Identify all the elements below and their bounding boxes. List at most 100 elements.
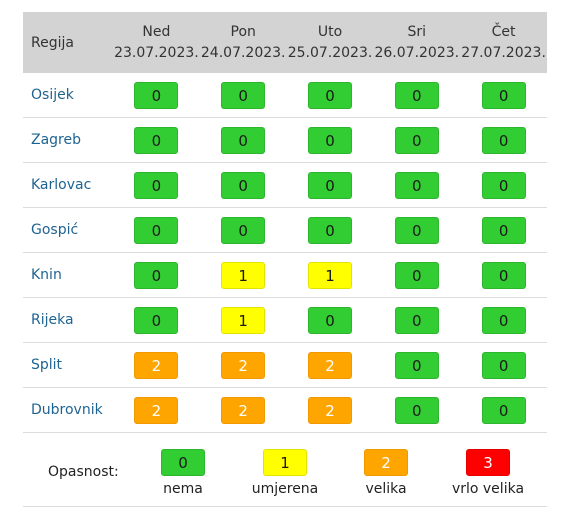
danger-cell: 2 <box>113 342 200 388</box>
day-name: Čet <box>491 23 516 40</box>
danger-cell: 0 <box>460 73 547 118</box>
day-name: Sri <box>407 23 427 40</box>
region-link[interactable]: Split <box>23 342 113 388</box>
danger-level-badge: 0 <box>394 81 439 109</box>
day-date: 24.07.2023. <box>200 44 286 61</box>
danger-cell: 0 <box>373 297 461 343</box>
danger-level-badge: 0 <box>134 126 179 154</box>
danger-level-badge: 0 <box>394 171 439 199</box>
danger-level-badge: 2 <box>134 396 179 424</box>
danger-cell: 0 <box>113 117 200 163</box>
danger-level-badge: 0 <box>394 351 439 379</box>
danger-cell: 0 <box>373 162 461 208</box>
danger-level-badge: 0 <box>394 261 439 289</box>
danger-cell: 0 <box>286 297 374 343</box>
day-name: Uto <box>317 23 343 40</box>
danger-cell: 0 <box>460 207 547 253</box>
danger-cell: 0 <box>199 117 287 163</box>
danger-cell: 0 <box>460 252 547 298</box>
danger-level-badge: 0 <box>221 126 266 154</box>
table-row: Gospić 0 0 0 0 0 <box>23 207 547 253</box>
danger-cell: 0 <box>460 297 547 343</box>
danger-level-badge: 0 <box>481 396 526 424</box>
danger-cell: 0 <box>460 117 547 163</box>
legend-level-badge: 3 <box>466 449 510 476</box>
danger-cell: 0 <box>460 162 547 208</box>
region-link[interactable]: Dubrovnik <box>23 387 113 433</box>
danger-cell: 2 <box>286 342 374 388</box>
legend-level-badge: 2 <box>364 449 408 476</box>
danger-level-badge: 1 <box>221 306 266 334</box>
day-date: 23.07.2023. <box>114 44 199 61</box>
danger-level-badge: 0 <box>394 306 439 334</box>
region-link[interactable]: Zagreb <box>23 117 113 163</box>
danger-level-badge: 0 <box>134 81 179 109</box>
danger-level-badge: 0 <box>307 81 352 109</box>
day-name: Ned <box>142 23 171 40</box>
danger-level-badge: 2 <box>221 396 266 424</box>
danger-cell: 1 <box>199 252 287 298</box>
forecast-rows: Osijek 0 0 0 0 0 Zagreb 0 0 0 0 0 Karlovac 0 0 0 0 0 Gospi… <box>23 73 547 433</box>
table-row: Rijeka 0 1 0 0 0 <box>23 297 547 343</box>
legend-level-label: velika <box>365 481 407 497</box>
region-link[interactable]: Rijeka <box>23 297 113 343</box>
danger-level-badge: 0 <box>394 396 439 424</box>
danger-cell: 2 <box>199 387 287 433</box>
danger-level-badge: 0 <box>394 126 439 154</box>
danger-cell: 0 <box>373 73 461 118</box>
legend-level-label: nema <box>163 481 203 497</box>
region-link[interactable]: Osijek <box>23 73 113 118</box>
danger-level-badge: 0 <box>481 351 526 379</box>
danger-level-badge: 0 <box>481 216 526 244</box>
danger-level-badge: 0 <box>221 216 266 244</box>
danger-cell: 2 <box>199 342 287 388</box>
day-name: Pon <box>230 23 256 40</box>
danger-cell: 0 <box>286 73 374 118</box>
fire-danger-widget: Regija Ned 23.07.2023. Pon 24.07.2023. Uto… <box>23 12 547 507</box>
danger-level-badge: 1 <box>307 261 352 289</box>
danger-level-badge: 0 <box>221 171 266 199</box>
danger-level-badge: 0 <box>481 126 526 154</box>
table-row: Osijek 0 0 0 0 0 <box>23 73 547 118</box>
danger-level-badge: 0 <box>307 126 352 154</box>
danger-cell: 0 <box>199 207 287 253</box>
legend-level-badge: 0 <box>161 449 205 476</box>
danger-cell: 0 <box>373 387 461 433</box>
day-header: Čet 27.07.2023. <box>460 12 547 73</box>
danger-level-badge: 2 <box>307 396 352 424</box>
legend-level-label: umjerena <box>251 481 319 497</box>
danger-cell: 0 <box>199 73 287 118</box>
day-date: 26.07.2023. <box>374 44 460 61</box>
danger-level-badge: 0 <box>134 306 179 334</box>
region-link[interactable]: Knin <box>23 252 113 298</box>
danger-cell: 1 <box>199 297 287 343</box>
legend-level-badge: 1 <box>263 449 307 476</box>
danger-cell: 0 <box>113 73 200 118</box>
day-header: Ned 23.07.2023. <box>113 12 200 73</box>
danger-cell: 0 <box>286 162 374 208</box>
danger-cell: 2 <box>286 387 374 433</box>
danger-level-badge: 0 <box>221 81 266 109</box>
region-link[interactable]: Gospić <box>23 207 113 253</box>
danger-level-badge: 2 <box>221 351 266 379</box>
danger-level-badge: 0 <box>481 306 526 334</box>
danger-level-badge: 0 <box>307 306 352 334</box>
day-header: Pon 24.07.2023. <box>199 12 287 73</box>
region-column-header: Regija <box>23 12 113 73</box>
legend-item-umjerena: 1 umjerena <box>230 449 340 497</box>
danger-cell: 0 <box>199 162 287 208</box>
danger-level-badge: 0 <box>394 216 439 244</box>
danger-level-badge: 0 <box>307 171 352 199</box>
region-link[interactable]: Karlovac <box>23 162 113 208</box>
danger-level-badge: 0 <box>481 81 526 109</box>
danger-legend: Opasnost: 0 nema 1 umjerena 2 velika 3 v… <box>23 433 547 507</box>
danger-level-badge: 0 <box>481 261 526 289</box>
danger-cell: 0 <box>113 162 200 208</box>
danger-level-badge: 0 <box>307 216 352 244</box>
danger-cell: 0 <box>286 207 374 253</box>
danger-level-badge: 0 <box>481 171 526 199</box>
danger-cell: 0 <box>113 207 200 253</box>
table-row: Split 2 2 2 0 0 <box>23 342 547 388</box>
legend-item-vrlo-velika: 3 vrlo velika <box>433 449 543 497</box>
danger-cell: 0 <box>460 387 547 433</box>
